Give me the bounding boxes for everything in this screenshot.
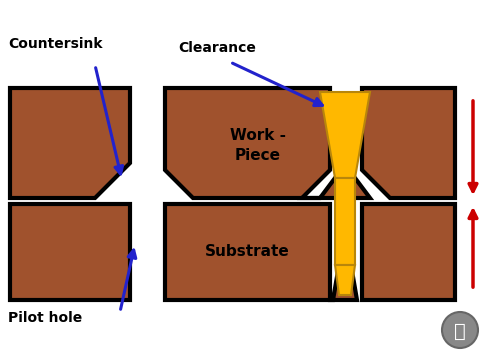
Polygon shape xyxy=(362,88,455,198)
FancyBboxPatch shape xyxy=(10,204,130,300)
Text: Countersink: Countersink xyxy=(8,37,103,51)
Polygon shape xyxy=(335,265,355,295)
Text: Substrate: Substrate xyxy=(205,245,290,259)
Polygon shape xyxy=(10,88,130,198)
FancyBboxPatch shape xyxy=(335,178,355,265)
Text: Piece: Piece xyxy=(235,147,281,163)
FancyBboxPatch shape xyxy=(362,204,455,300)
Polygon shape xyxy=(320,92,370,178)
Polygon shape xyxy=(165,88,370,198)
Text: Work -: Work - xyxy=(230,127,285,143)
Text: Clearance: Clearance xyxy=(178,41,256,55)
Text: Pilot hole: Pilot hole xyxy=(8,311,82,325)
Circle shape xyxy=(442,312,478,348)
Text: 𝘑: 𝘑 xyxy=(454,321,466,340)
Polygon shape xyxy=(165,204,357,300)
